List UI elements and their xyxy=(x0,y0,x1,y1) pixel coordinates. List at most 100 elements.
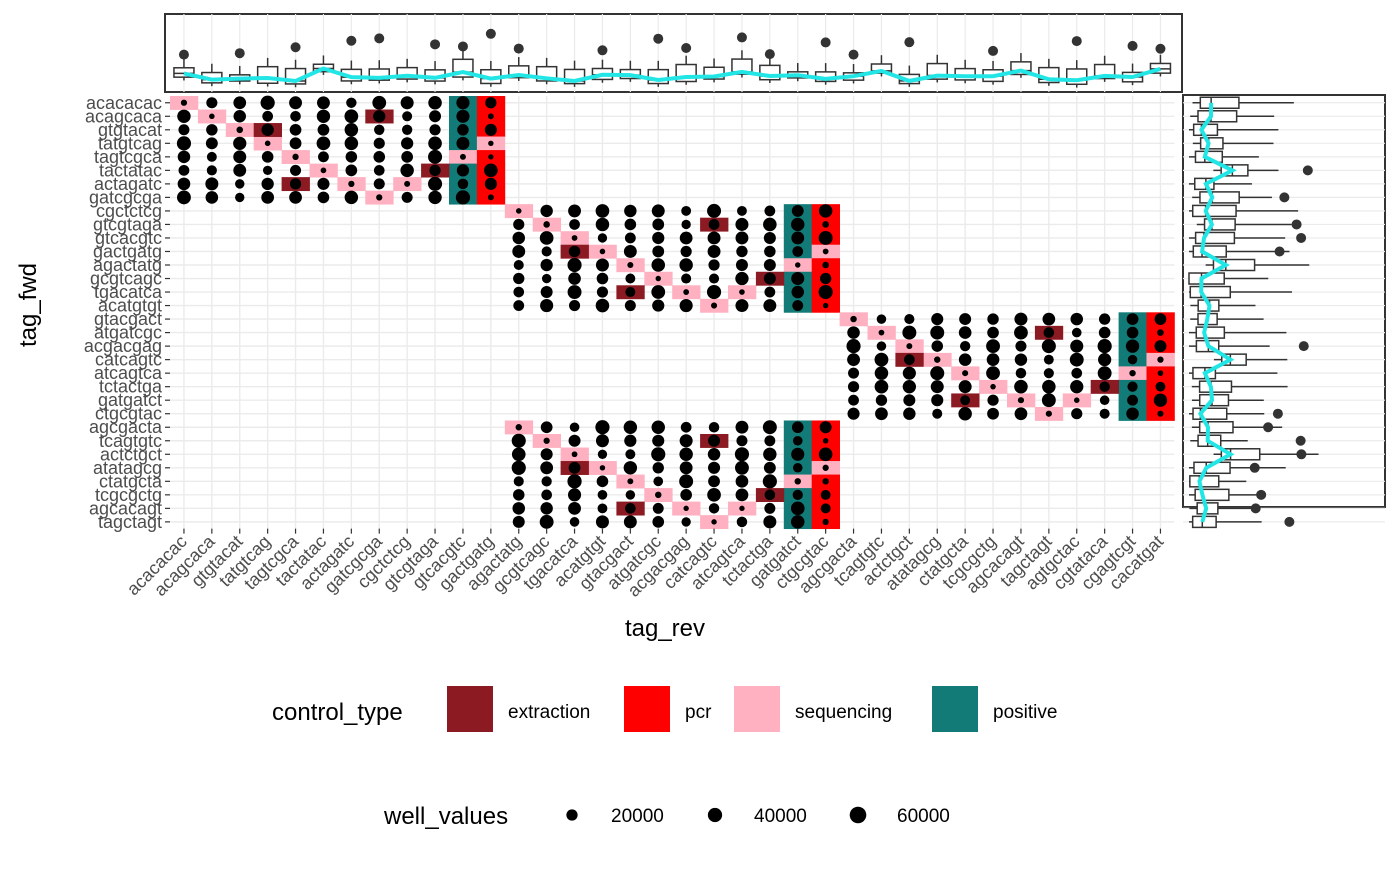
right-box xyxy=(1199,96,1240,110)
well-point xyxy=(906,343,913,350)
well-point xyxy=(735,460,749,475)
top-outlier xyxy=(904,37,915,48)
well-point xyxy=(429,164,441,176)
well-point xyxy=(317,96,330,110)
well-point xyxy=(1014,379,1028,394)
well-point xyxy=(488,140,494,147)
well-point xyxy=(261,191,275,204)
well-point xyxy=(568,501,581,515)
y-tick-label: agactatg xyxy=(93,255,162,275)
well-point xyxy=(540,421,553,434)
well-point xyxy=(736,435,748,447)
well-point xyxy=(595,515,609,529)
well-point xyxy=(1041,393,1056,408)
right-boxplot xyxy=(1189,515,1295,529)
top-outlier xyxy=(736,32,747,43)
top-box xyxy=(173,67,195,78)
well-point xyxy=(735,420,749,434)
well-point xyxy=(822,261,829,269)
well-point xyxy=(737,205,747,216)
top-outlier xyxy=(178,49,189,60)
top-outlier xyxy=(513,43,524,54)
y-tick-label: agcgacta xyxy=(89,417,163,437)
well-point xyxy=(711,302,718,309)
well-point xyxy=(596,286,609,298)
well-point xyxy=(624,218,637,231)
well-point xyxy=(763,272,776,285)
legend-fill-title: control_type xyxy=(272,699,403,726)
y-tick-label: tcagtgtc xyxy=(99,431,162,451)
legend-key-positive xyxy=(932,686,978,732)
well-point xyxy=(568,434,581,447)
well-point xyxy=(819,421,832,434)
well-point xyxy=(790,501,805,516)
well-point xyxy=(763,217,777,232)
well-point xyxy=(373,151,386,163)
well-point xyxy=(205,177,219,191)
well-point xyxy=(1070,339,1084,353)
well-point xyxy=(1157,370,1164,376)
well-point xyxy=(902,366,916,380)
well-point xyxy=(376,194,383,201)
well-point xyxy=(625,287,636,298)
well-point xyxy=(233,150,247,164)
well-point xyxy=(456,96,470,110)
well-point xyxy=(484,177,497,190)
well-point xyxy=(569,517,580,527)
right-outlier xyxy=(1263,422,1274,433)
well-point xyxy=(651,258,666,272)
legend-size-label: 20000 xyxy=(611,806,664,827)
well-point xyxy=(624,204,637,218)
right-outlier xyxy=(1284,516,1295,527)
y-tick-label: catcagtc xyxy=(95,350,162,370)
right-boxplot xyxy=(1192,96,1294,110)
y-tick-label: tactatac xyxy=(99,160,162,180)
y-tick-label: gcgtcagc xyxy=(90,269,162,289)
well-point xyxy=(512,231,526,245)
well-point xyxy=(513,476,524,487)
well-point xyxy=(348,180,355,188)
well-point xyxy=(261,177,274,191)
well-point xyxy=(569,219,580,230)
well-point xyxy=(541,489,552,501)
right-box xyxy=(1198,393,1230,407)
well-point xyxy=(708,259,720,271)
legend-size-label: 60000 xyxy=(897,806,950,827)
well-point xyxy=(318,151,329,163)
well-point xyxy=(515,208,522,214)
y-tick-label: gatgatct xyxy=(98,390,162,410)
top-outlier xyxy=(681,43,692,54)
well-point xyxy=(987,326,999,339)
well-point xyxy=(540,298,554,313)
well-point xyxy=(679,299,693,313)
right-box xyxy=(1220,448,1261,461)
legend-label-positive: positive xyxy=(993,702,1057,723)
y-tick-label: atatagcg xyxy=(93,458,162,478)
well-point xyxy=(679,258,693,272)
well-point xyxy=(792,300,804,312)
well-point xyxy=(1015,367,1027,379)
well-point xyxy=(735,271,749,286)
well-point xyxy=(513,218,525,231)
well-point xyxy=(847,381,860,393)
well-point xyxy=(344,123,359,137)
y-tick-label: gtcgtaga xyxy=(93,214,163,234)
y-tick-label: gactgatg xyxy=(93,241,162,261)
well-point xyxy=(739,289,745,295)
well-point xyxy=(206,124,218,136)
top-outlier xyxy=(430,39,441,50)
well-point xyxy=(344,190,359,205)
well-point xyxy=(764,502,776,514)
top-outlier xyxy=(485,28,496,39)
right-outlier xyxy=(1274,246,1285,257)
right-box xyxy=(1199,191,1240,204)
y-tick-label: tagctagt xyxy=(98,512,162,532)
well-point xyxy=(986,366,1000,381)
well-point xyxy=(763,447,777,461)
well-point xyxy=(1043,354,1054,365)
main-panel xyxy=(170,95,1175,530)
well-point xyxy=(763,259,776,271)
well-point xyxy=(651,420,665,434)
well-point xyxy=(511,433,526,448)
well-point xyxy=(177,109,191,123)
